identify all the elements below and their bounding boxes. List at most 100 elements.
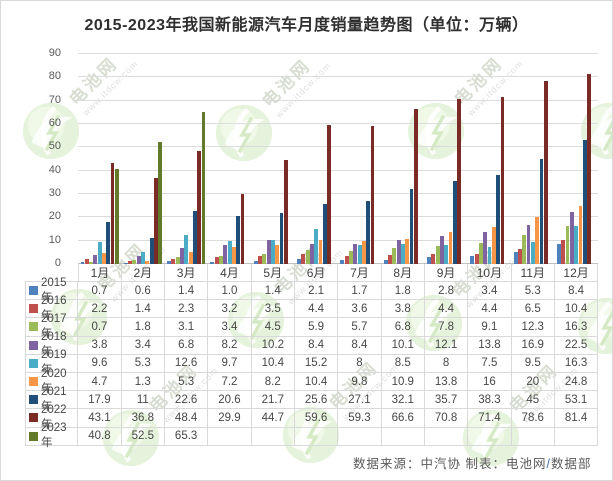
series-label-cell: 2023年 [25, 422, 79, 449]
value-cell: 8.4 [338, 336, 382, 355]
bar-2017年-8月 [392, 248, 397, 264]
value-cell: 59.3 [338, 409, 382, 428]
series-name: 2019年 [41, 349, 67, 377]
bar-2019年-1月 [97, 241, 102, 264]
value-cell: 2.8 [424, 282, 469, 301]
value-cell: 3.6 [338, 300, 382, 319]
value-cell: 21.7 [251, 391, 295, 410]
value-cell: 6.8 [381, 318, 425, 337]
bar-2019年-2月 [141, 251, 145, 264]
bar-2021年-3月 [193, 211, 197, 264]
month-header-cell: 4月 [208, 264, 252, 282]
gridline [78, 193, 599, 194]
bar-2018年-9月 [440, 235, 444, 264]
value-cell [251, 427, 295, 446]
value-cell: 10.9 [381, 372, 425, 392]
value-cell: 16 [468, 372, 512, 392]
bar-2018年-3月 [180, 248, 184, 264]
legend-swatch [29, 286, 38, 296]
y-axis-tick-label: 50 [48, 140, 61, 153]
bar-2021年-1月 [106, 222, 111, 264]
bar-2022年-9月 [457, 98, 462, 264]
bar-2023年-3月 [201, 111, 206, 264]
bar-2019年-9月 [444, 245, 449, 264]
value-cell: 17.9 [78, 391, 122, 410]
value-cell: 1.3 [121, 372, 165, 392]
value-cell: 3.8 [78, 336, 122, 355]
value-cell: 5.3 [511, 282, 555, 301]
value-cell: 9.7 [208, 354, 252, 373]
value-cell: 3.8 [381, 300, 425, 319]
value-cell: 7.2 [208, 372, 252, 392]
bar-2015年-8月 [383, 259, 388, 264]
bar-2017年-10月 [479, 242, 483, 264]
bar-2015年-11月 [513, 251, 518, 264]
footer-source: 数据来源：中汽协 [353, 457, 462, 471]
month-header-cell: 11月 [511, 264, 555, 282]
value-cell: 13.8 [468, 336, 512, 355]
bar-2016年-7月 [344, 255, 349, 264]
legend-swatch [29, 377, 38, 387]
value-cell: 44.7 [251, 409, 295, 428]
bar-2020年-5月 [275, 244, 280, 264]
bar-2016年-10月 [474, 253, 479, 264]
value-cell: 1.7 [338, 282, 382, 301]
bar-2018年-8月 [396, 240, 401, 264]
bar-2015年-5月 [253, 260, 258, 264]
value-cell: 1.4 [121, 300, 165, 319]
value-cell: 20 [511, 372, 555, 392]
value-cell: 3.4 [208, 318, 252, 337]
bar-2018年-11月 [526, 224, 531, 264]
bar-2018年-2月 [136, 256, 141, 264]
value-cell: 38.3 [468, 391, 512, 410]
month-header-cell: 3月 [164, 264, 209, 282]
chart-title: 2015-2023年我国新能源汽车月度销量趋势图（单位：万辆） [84, 17, 529, 34]
value-cell: 8 [424, 354, 469, 373]
bar-2017年-2月 [132, 259, 137, 264]
gridline [78, 169, 599, 171]
value-cell: 20.6 [208, 391, 252, 410]
value-cell: 2.1 [294, 282, 339, 301]
bar-2019年-12月 [574, 225, 579, 264]
value-cell: 5.7 [338, 318, 382, 337]
value-cell: 9.5 [511, 354, 555, 373]
y-axis-tick-label: 30 [48, 187, 61, 199]
value-cell: 48.4 [164, 409, 209, 428]
value-cell: 66.6 [381, 409, 425, 428]
gridline [78, 76, 599, 78]
bar-2018年-12月 [570, 211, 574, 264]
bar-2017年-12月 [565, 225, 570, 264]
bar-2022年-3月 [197, 151, 202, 264]
bar-2023年-1月 [115, 168, 119, 264]
bar-2022年-8月 [414, 108, 418, 264]
bar-2021年-12月 [583, 140, 587, 264]
value-cell: 78.6 [511, 409, 555, 428]
bar-2020年-2月 [145, 260, 150, 264]
month-header-cell: 6月 [294, 264, 339, 282]
gridline [78, 239, 599, 241]
bar-2021年-4月 [236, 215, 241, 264]
y-axis-tick-label: 90 [48, 47, 61, 59]
bar-2019年-7月 [357, 245, 362, 264]
bar-2015年-3月 [167, 260, 171, 264]
bar-2017年-4月 [219, 256, 223, 264]
legend-swatch [29, 358, 38, 368]
month-header-cell: 1月 [78, 264, 122, 282]
value-cell: 36.8 [121, 409, 165, 428]
gridline [78, 53, 599, 54]
bar-2022年-11月 [544, 80, 548, 264]
month-header-cell: 12月 [554, 264, 599, 282]
value-cell: 59.6 [294, 409, 339, 428]
bar-2021年-10月 [496, 174, 501, 264]
value-cell: 4.4 [294, 300, 339, 319]
data-table: 1月 2月 3月 4月 5月 6月 7月 8月 9月 10月 11月 12月 2015年 0.7 0.6 1.… [25, 264, 599, 449]
bar-2022年-1月 [110, 163, 115, 264]
value-cell: 7.8 [424, 318, 469, 337]
bar-2017年-7月 [349, 250, 353, 264]
gridline [78, 123, 599, 124]
bar-2020年-3月 [188, 251, 193, 264]
value-cell: 16.3 [554, 318, 599, 337]
value-cell: 1.0 [208, 282, 252, 301]
value-cell: 0.7 [78, 318, 122, 337]
